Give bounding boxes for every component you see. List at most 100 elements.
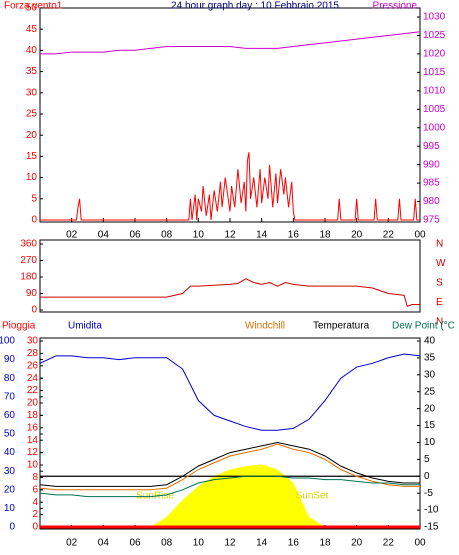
x-tick-label: 22 [383, 538, 395, 549]
x-tick-label: 14 [256, 538, 268, 549]
y2-tick-label: 995 [423, 141, 440, 152]
series-line [40, 31, 421, 55]
chart-title: 24 hour graph day : 10 Febbraio 2015 [171, 1, 339, 12]
y3-tick-label: 4 [32, 497, 38, 508]
direction-label: N [436, 317, 443, 328]
y2-tick-label: -5 [424, 488, 433, 499]
y3-tick-label: 24 [27, 373, 39, 384]
y2-tick-label: 40 [424, 336, 436, 347]
y2-tick-label: 1015 [423, 67, 446, 78]
y2-tick-label: 980 [423, 196, 440, 207]
y3-tick-label: 12 [27, 447, 39, 458]
y-tick-label: 0 [9, 522, 15, 533]
x-tick-label: 04 [98, 230, 110, 241]
y2-tick-label: -15 [424, 522, 439, 533]
legend-entry: Pioggia [2, 321, 36, 332]
y-tick-label: 360 [20, 239, 37, 250]
series-line [40, 152, 420, 221]
y-tick-label: 0 [31, 215, 37, 226]
direction-panel [39, 239, 421, 313]
y-tick-label: 60 [4, 410, 16, 421]
y-tick-label: 180 [20, 272, 37, 283]
direction-label: S [436, 278, 443, 289]
y-tick-label: 90 [26, 288, 38, 299]
series-line [39, 475, 420, 498]
y3-tick-label: 14 [27, 435, 39, 446]
y3-tick-label: 0 [32, 522, 38, 533]
y-tick-label: 10 [4, 503, 16, 514]
y3-tick-label: 8 [32, 472, 38, 483]
y2-tick-label: 35 [424, 353, 436, 364]
y-tick-label: 25 [26, 109, 38, 120]
series-line [39, 441, 420, 487]
x-tick-label: 08 [161, 230, 173, 241]
x-tick-label: 16 [288, 538, 300, 549]
y-tick-label: 270 [20, 255, 37, 266]
y-tick-label: 20 [26, 130, 38, 141]
x-tick-label: 12 [224, 230, 236, 241]
y2-tick-label: 975 [423, 215, 440, 226]
y-tick-label: 70 [4, 391, 16, 402]
x-tick-label: 20 [351, 230, 363, 241]
x-tick-label: 14 [256, 230, 268, 241]
y-tick-label: 80 [4, 373, 16, 384]
direction-label: N [436, 239, 443, 250]
wind-panel [39, 7, 421, 223]
y-tick-label: 5 [31, 193, 37, 204]
x-tick-label: 08 [161, 538, 173, 549]
y-tick-label: 35 [26, 66, 38, 77]
series-line [40, 278, 420, 307]
y3-tick-label: 6 [32, 484, 38, 495]
y3-tick-label: 20 [27, 398, 39, 409]
series-line [39, 443, 420, 491]
y2-tick-label: 990 [423, 159, 440, 170]
y2-tick-label: 985 [423, 178, 440, 189]
y2-tick-label: 20 [424, 403, 436, 414]
x-tick-label: 22 [383, 230, 395, 241]
y2-tick-label: -10 [424, 505, 439, 516]
x-tick-label: 12 [224, 538, 236, 549]
x-tick-label: 00 [414, 230, 426, 241]
legend-entry: Temperatura [313, 321, 370, 332]
y3-tick-label: 28 [27, 348, 39, 359]
y2-tick-label: 15 [424, 420, 436, 431]
x-tick-label: 10 [193, 230, 205, 241]
y2-tick-label: 10 [424, 437, 436, 448]
y2-tick-label: 1010 [423, 85, 446, 96]
y3-tick-label: 2 [32, 509, 38, 520]
x-tick-label: 18 [319, 230, 331, 241]
y2-tick-label: 1005 [423, 104, 446, 115]
x-tick-label: 18 [319, 538, 331, 549]
y-tick-label: 30 [26, 87, 38, 98]
y-tick-label: 40 [26, 45, 38, 56]
direction-label: W [436, 258, 446, 269]
x-tick-label: 00 [414, 538, 426, 549]
x-tick-label: 04 [98, 538, 110, 549]
y-label: Forza vento1 [4, 1, 63, 12]
y2-tick-label: 5 [424, 454, 430, 465]
x-tick-label: 02 [66, 230, 78, 241]
y-tick-label: 50 [4, 429, 16, 440]
y-tick-label: 100 [0, 336, 15, 347]
y2-tick-label: 0 [424, 471, 430, 482]
y2-tick-label: 30 [424, 369, 436, 380]
y3-tick-label: 18 [27, 410, 39, 421]
y2-label: Pressione [373, 1, 418, 12]
y3-tick-label: 22 [27, 385, 39, 396]
direction-label: E [436, 297, 443, 308]
y3-tick-label: 26 [27, 360, 39, 371]
y-tick-label: 40 [4, 447, 16, 458]
x-tick-label: 16 [288, 230, 300, 241]
x-tick-label: 20 [351, 538, 363, 549]
y3-tick-label: 16 [27, 422, 39, 433]
y-tick-label: 90 [4, 354, 16, 365]
y-tick-label: 30 [4, 466, 16, 477]
x-tick-label: 06 [129, 538, 141, 549]
legend-entry: Dew Point (°C [392, 321, 455, 332]
y-tick-label: 0 [31, 305, 37, 316]
y-tick-label: 20 [4, 484, 16, 495]
y-tick-label: 15 [26, 151, 38, 162]
x-tick-label: 10 [193, 538, 205, 549]
x-tick-label: 02 [66, 538, 78, 549]
